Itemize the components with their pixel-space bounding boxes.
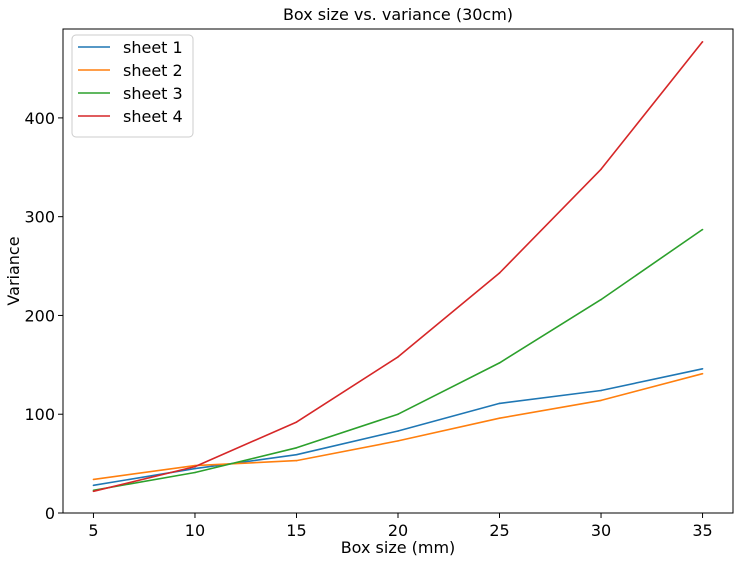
legend-item: sheet 3 (78, 84, 183, 103)
data-point (92, 484, 95, 487)
data-point (397, 356, 399, 358)
data-point (498, 362, 501, 364)
y-tick-label: 400 (24, 109, 55, 128)
y-tick-label: 200 (24, 306, 55, 325)
x-tick-label: 5 (88, 521, 98, 540)
legend-label: sheet 2 (123, 61, 183, 80)
data-point (194, 467, 196, 470)
legend-item: sheet 1 (78, 38, 183, 57)
x-tick-label: 10 (185, 521, 205, 540)
legend-label: sheet 4 (123, 107, 183, 126)
y-tick-label: 0 (45, 504, 55, 523)
data-point (701, 372, 704, 375)
data-point (295, 447, 298, 449)
data-point (295, 459, 298, 462)
plot-area (92, 41, 704, 493)
data-point (600, 298, 602, 301)
data-point (701, 367, 704, 370)
data-point (194, 465, 196, 468)
data-point (600, 399, 602, 402)
data-point (397, 413, 399, 416)
legend: sheet 1 sheet 2 sheet 3 sheet 4 (71, 34, 194, 138)
x-tick-label: 35 (692, 521, 712, 540)
legend-label: sheet 3 (123, 84, 183, 103)
data-point (600, 389, 602, 392)
data-point (295, 421, 298, 423)
data-point (498, 272, 501, 274)
legend-box (71, 34, 194, 138)
legend-item: sheet 4 (78, 107, 183, 126)
data-point (295, 453, 298, 456)
data-point (194, 471, 196, 474)
series-line-sheet-2 (93, 372, 703, 481)
data-point (498, 417, 501, 419)
y-axis-label: Variance (4, 236, 23, 305)
data-point (92, 478, 95, 481)
y-axis: 0 100 200 300 400 (24, 109, 63, 523)
data-point (92, 490, 95, 493)
x-tick-label: 15 (286, 521, 306, 540)
data-point (397, 430, 399, 432)
x-axis-label: Box size (mm) (341, 538, 456, 557)
series-line-sheet-3 (93, 228, 703, 492)
legend-label: sheet 1 (123, 38, 183, 57)
x-axis: 5 10 15 20 25 30 35 (88, 513, 713, 540)
x-tick-label: 30 (591, 521, 611, 540)
legend-item: sheet 2 (78, 61, 183, 80)
x-tick-label: 25 (489, 521, 509, 540)
data-point (701, 228, 704, 231)
data-point (701, 41, 704, 43)
y-tick-label: 300 (24, 208, 55, 227)
x-tick-label: 20 (388, 521, 408, 540)
data-point (498, 402, 501, 405)
data-point (600, 168, 602, 171)
data-point (397, 440, 399, 442)
chart-title: Box size vs. variance (30cm) (283, 5, 513, 24)
y-tick-label: 100 (24, 405, 55, 424)
series-line-sheet-1 (93, 368, 703, 487)
